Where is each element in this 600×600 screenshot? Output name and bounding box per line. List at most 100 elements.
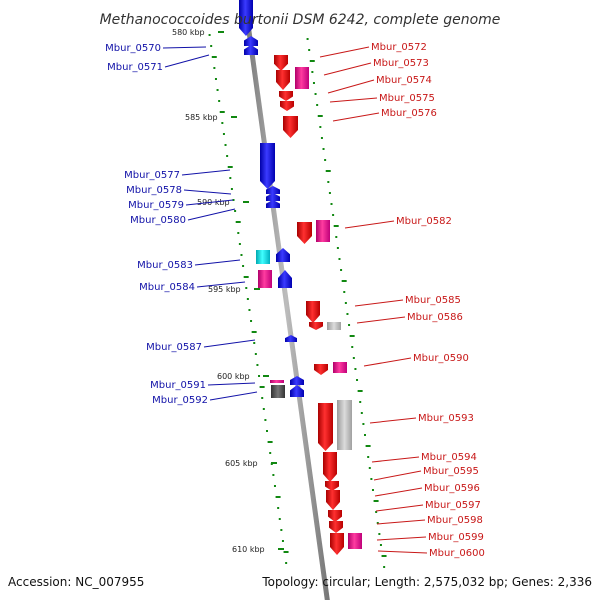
- gene-mbur-0572-feature[interactable]: [274, 55, 288, 71]
- gene-mbur-0579-feature[interactable]: [266, 193, 280, 201]
- gene-label-right[interactable]: Mbur_0573: [373, 58, 429, 69]
- right-leader-line: [374, 487, 423, 497]
- gene-mbur-0586a-feature[interactable]: [309, 322, 323, 330]
- gene-mbur-0571-feature-b[interactable]: [244, 45, 258, 55]
- gene-mbur-0599-feature[interactable]: [348, 533, 362, 549]
- gene-mbur-0586-feature[interactable]: [327, 322, 341, 330]
- left-tick: [214, 78, 217, 80]
- gene-mbur-0571-feature-a[interactable]: [244, 36, 258, 46]
- gene-label-right[interactable]: Mbur_0576: [381, 108, 437, 119]
- right-tick: [351, 346, 354, 348]
- gene-label-right[interactable]: Mbur_0582: [396, 216, 452, 227]
- left-tick: [272, 474, 275, 476]
- gene-mbur-0592-feature[interactable]: [271, 385, 285, 398]
- gene-label-left[interactable]: Mbur_0577: [124, 170, 180, 181]
- gene-mbur-0582-feature[interactable]: [316, 220, 330, 242]
- gene-mbur-0596-feature[interactable]: [326, 490, 340, 510]
- left-tick: [219, 111, 225, 113]
- gene-mbur-0590-feature[interactable]: [333, 362, 347, 373]
- gene-mbur-0577-feature[interactable]: [260, 143, 275, 189]
- right-tick: [357, 390, 363, 392]
- gene-mbur-0597-feature[interactable]: [328, 510, 342, 522]
- left-tick: [273, 485, 276, 487]
- gene-mbur-0583b-feature[interactable]: [276, 248, 290, 262]
- left-tick: [234, 210, 237, 212]
- gene-mbur-0593a-feature[interactable]: [318, 403, 333, 451]
- gene-mbur-0570-feature[interactable]: [239, 0, 253, 36]
- gene-label-right[interactable]: Mbur_0600: [429, 548, 485, 559]
- left-tick: [224, 144, 227, 146]
- gene-mbur-0583-feature[interactable]: [256, 250, 270, 264]
- right-tick: [325, 170, 331, 172]
- gene-mbur-0599a-feature[interactable]: [330, 533, 344, 555]
- kbp-mark-label: 595 kbp: [208, 285, 241, 294]
- left-leader-line: [181, 169, 231, 176]
- gene-mbur-0590a-feature[interactable]: [314, 364, 328, 375]
- left-tick: [251, 331, 257, 333]
- page-title: Methanococcoides burtonii DSM 6242, comp…: [100, 12, 501, 28]
- gene-label-right[interactable]: Mbur_0585: [405, 295, 461, 306]
- gene-mbur-0591-feature[interactable]: [270, 380, 284, 383]
- gene-label-left[interactable]: Mbur_0592: [152, 395, 208, 406]
- gene-mbur-0594-feature[interactable]: [323, 452, 337, 482]
- gene-label-right[interactable]: Mbur_0595: [423, 466, 479, 477]
- gene-label-left[interactable]: Mbur_0591: [150, 380, 206, 391]
- gene-label-right[interactable]: Mbur_0599: [428, 532, 484, 543]
- left-tick: [264, 419, 267, 421]
- gene-mbur-0593-feature[interactable]: [337, 400, 352, 450]
- gene-mbur-0595-feature[interactable]: [325, 481, 339, 491]
- gene-label-right[interactable]: Mbur_0596: [424, 483, 480, 494]
- right-leader-line: [329, 97, 378, 103]
- left-tick: [285, 562, 288, 564]
- gene-mbur-0580-feature[interactable]: [266, 200, 280, 208]
- gene-label-right[interactable]: Mbur_0597: [425, 500, 481, 511]
- gene-label-right[interactable]: Mbur_0594: [421, 452, 477, 463]
- gene-mbur-0582a-feature[interactable]: [297, 222, 312, 244]
- gene-label-left[interactable]: Mbur_0570: [105, 43, 161, 54]
- left-tick: [245, 287, 248, 289]
- gene-mbur-0578-feature[interactable]: [266, 186, 280, 194]
- topology-label: Topology: circular; Length: 2,575,032 bp…: [261, 575, 592, 589]
- gene-label-left[interactable]: Mbur_0587: [146, 342, 202, 353]
- right-leader-line: [376, 536, 427, 541]
- gene-mbur-0584-feature[interactable]: [258, 270, 272, 288]
- left-tick: [208, 34, 211, 36]
- gene-label-left[interactable]: Mbur_0579: [128, 200, 184, 211]
- gene-label-left[interactable]: Mbur_0571: [107, 62, 163, 73]
- left-tick: [218, 100, 221, 102]
- gene-label-left[interactable]: Mbur_0583: [137, 260, 193, 271]
- gene-mbur-0598-feature[interactable]: [329, 521, 343, 533]
- gene-label-left[interactable]: Mbur_0578: [126, 185, 182, 196]
- gene-label-right[interactable]: Mbur_0586: [407, 312, 463, 323]
- right-leader-line: [377, 550, 428, 554]
- left-tick: [216, 89, 219, 91]
- gene-mbur-0573-feature[interactable]: [276, 70, 290, 90]
- gene-label-right[interactable]: Mbur_0590: [413, 353, 469, 364]
- gene-label-left[interactable]: Mbur_0580: [130, 215, 186, 226]
- gene-mbur-0584b-feature[interactable]: [278, 270, 292, 288]
- right-tick: [359, 401, 362, 403]
- left-tick: [269, 452, 272, 454]
- gene-labels: Mbur_0570 Mbur_0571 Mbur_0577 Mbur_0578 Mbur…: [105, 42, 485, 559]
- gene-mbur-0587-feature[interactable]: [285, 335, 297, 342]
- right-leader-line: [371, 456, 420, 463]
- right-tick: [309, 60, 315, 62]
- left-tick: [242, 265, 245, 267]
- gene-mbur-0592b-feature[interactable]: [290, 385, 304, 397]
- gene-mbur-0585-feature[interactable]: [306, 301, 320, 323]
- gene-label-right[interactable]: Mbur_0598: [427, 515, 483, 526]
- gene-mbur-0574-feature[interactable]: [279, 91, 293, 101]
- gene-label-right[interactable]: Mbur_0572: [371, 42, 427, 53]
- kbp-mark-label: 580 kbp: [172, 28, 205, 37]
- right-leader-line: [363, 357, 412, 367]
- gene-mbur-0573b-feature[interactable]: [295, 67, 309, 89]
- gene-label-left[interactable]: Mbur_0584: [139, 282, 195, 293]
- gene-label-right[interactable]: Mbur_0574: [376, 75, 432, 86]
- kbp-mark-label: 600 kbp: [217, 372, 250, 381]
- gene-label-right[interactable]: Mbur_0575: [379, 93, 435, 104]
- gene-label-right[interactable]: Mbur_0593: [418, 413, 474, 424]
- gene-mbur-0575-feature[interactable]: [280, 101, 294, 111]
- left-tick: [229, 177, 232, 179]
- gene-mbur-0576-feature[interactable]: [283, 116, 298, 138]
- gene-mbur-0591b-feature[interactable]: [290, 376, 304, 385]
